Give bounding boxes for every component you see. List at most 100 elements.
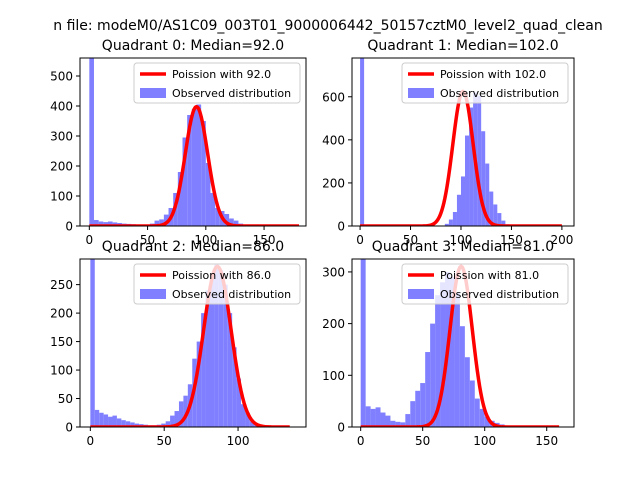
legend-frame: [133, 62, 301, 104]
histogram-bar: [99, 412, 104, 427]
x-tick-label: 50: [140, 233, 155, 247]
histogram-bar: [93, 220, 99, 226]
legend: Poission with 86.0 Observed distribution: [133, 263, 301, 305]
histogram-bar: [474, 398, 480, 427]
histogram-bar: [130, 422, 135, 427]
histogram-bar: [370, 408, 376, 427]
histogram-bar: [205, 163, 211, 226]
histogram-bar: [174, 411, 179, 427]
legend-label: Poission with 86.0: [172, 269, 271, 282]
histogram-bar: [460, 176, 466, 226]
histogram-bar: [90, 259, 95, 427]
histogram-bar: [196, 341, 202, 427]
histogram-bar: [435, 295, 441, 427]
histogram-bar: [182, 137, 188, 226]
subplot-title: Quadrant 0: Median=92.0: [102, 38, 284, 54]
legend-patch-swatch: [140, 88, 166, 98]
histogram-bar: [159, 219, 164, 226]
histogram-bar: [214, 264, 219, 427]
x-tick-label: 100: [227, 434, 250, 448]
y-tick-label: 250: [50, 278, 73, 292]
histogram-bar: [425, 352, 431, 427]
histogram-bar: [191, 109, 197, 226]
histogram-bar: [430, 323, 436, 427]
histogram-bar: [163, 214, 169, 226]
y-tick-label: 100: [50, 190, 73, 204]
histogram-bar: [227, 313, 233, 427]
histogram-bar: [485, 163, 490, 226]
histogram-bar: [170, 415, 175, 427]
histogram-bar: [501, 220, 506, 226]
histogram-bar: [375, 407, 381, 427]
histogram-bar: [385, 415, 391, 427]
x-tick-label: 50: [415, 434, 430, 448]
histogram-bar: [249, 421, 255, 427]
histogram-bar: [125, 421, 131, 427]
y-tick-label: 600: [322, 90, 345, 104]
histogram-bar: [165, 421, 171, 427]
legend-label: Observed distribution: [172, 87, 291, 100]
histogram-bar: [415, 390, 421, 427]
histogram-bar: [107, 221, 113, 226]
histogram-bar: [452, 212, 457, 226]
legend: Poission with 81.0 Observed distribution: [401, 263, 569, 305]
legend-label: Poission with 92.0: [172, 68, 271, 81]
histogram-bar: [154, 220, 160, 226]
histogram-bar: [245, 412, 250, 427]
histogram-bar: [464, 357, 470, 427]
legend-patch-swatch: [408, 88, 434, 98]
histogram-bar: [178, 401, 184, 427]
histogram-bar: [215, 208, 220, 226]
y-tick-label: 200: [322, 317, 345, 331]
x-tick-label: 0: [356, 233, 364, 247]
histogram-bar: [400, 422, 406, 427]
x-tick-label: 150: [500, 233, 523, 247]
y-tick-label: 50: [58, 392, 73, 406]
figure-suptitle: n file: modeM0/AS1C09_003T01_9000006442_…: [53, 18, 602, 34]
histogram-bar: [365, 406, 371, 427]
legend-frame: [401, 62, 569, 104]
histogram-bar: [94, 409, 100, 427]
legend-label: Observed distribution: [172, 288, 291, 301]
histogram-bar: [223, 284, 228, 427]
subplot-quadrant-1: 0 50 100 150 200 0 200 400 600 Quadrant 1: Median…: [322, 38, 575, 247]
x-tick-label: 100: [194, 233, 217, 247]
axes-frame: [351, 57, 575, 227]
histogram-bar: [448, 219, 453, 226]
y-tick-label: 0: [65, 220, 73, 234]
histogram-bar: [187, 115, 192, 226]
histogram-bar: [229, 218, 234, 226]
x-tick-label: 0: [357, 434, 365, 448]
y-tick-label: 0: [337, 421, 345, 435]
histogram-bar: [241, 404, 246, 427]
subplot-quadrant-2: 0 50 100 0 50 100 150 200 250 Quadrant 2: Median=…: [50, 239, 307, 448]
axes-frame: [351, 258, 575, 428]
histogram-bar: [201, 121, 206, 226]
histogram-bar: [497, 213, 502, 226]
y-tick-label: 500: [50, 70, 73, 84]
histogram-bar: [493, 204, 498, 226]
histogram-bar: [469, 107, 474, 226]
histogram-bar: [121, 420, 126, 427]
histogram-bar: [440, 282, 446, 427]
legend-label: Poission with 81.0: [440, 269, 539, 282]
histogram-bar: [360, 58, 365, 226]
poisson-fit-line: [90, 264, 291, 427]
histogram-bar: [410, 401, 416, 427]
histogram-bar: [405, 414, 411, 427]
y-tick-label: 100: [50, 364, 73, 378]
y-tick-label: 200: [322, 176, 345, 190]
legend: Poission with 102.0 Observed distribution: [401, 62, 569, 104]
histogram-bar: [484, 416, 490, 427]
y-tick-label: 100: [322, 369, 345, 383]
histogram-bar: [454, 292, 460, 427]
histogram-bar: [232, 347, 237, 427]
histogram-bar: [196, 104, 202, 226]
poisson-fit-line: [88, 104, 300, 226]
x-tick-label: 50: [157, 434, 172, 448]
y-tick-label: 0: [337, 220, 345, 234]
legend-frame: [133, 263, 301, 305]
x-tick-label: 0: [87, 434, 95, 448]
x-tick-label: 100: [473, 434, 496, 448]
